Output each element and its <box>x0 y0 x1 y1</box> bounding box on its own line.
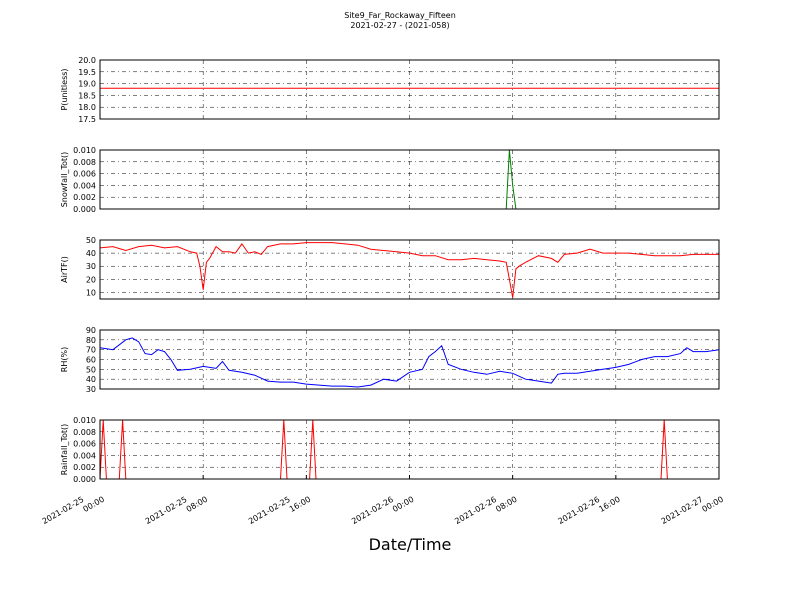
y-tick-label: 0.008 <box>73 158 96 167</box>
x-tick-label: 2021-02-2600:00 <box>350 486 415 535</box>
x-tick-label: 2021-02-2500:00 <box>41 486 106 535</box>
x-tick-label: 2021-02-2516:00 <box>247 486 312 535</box>
x-axis-label: Date/Time <box>369 535 452 554</box>
y-tick-label: 0.002 <box>73 463 96 472</box>
x-tick-label: 2021-02-2508:00 <box>144 486 209 535</box>
y-tick-label: 50 <box>86 236 96 245</box>
y-tick-label: 18.5 <box>78 91 96 100</box>
y-tick-label: 0.000 <box>73 475 96 484</box>
y-axis-label: RH(%) <box>60 347 69 372</box>
y-tick-label: 10 <box>86 288 96 297</box>
y-tick-label: 0.002 <box>73 193 96 202</box>
plot-frame <box>99 329 720 390</box>
y-tick-label: 40 <box>86 249 96 258</box>
y-tick-label: 17.5 <box>78 115 96 124</box>
plot-frame <box>99 59 720 120</box>
y-axis-label: AirTF() <box>60 256 69 283</box>
y-tick-label: 50 <box>86 365 96 374</box>
y-tick-label: 0.000 <box>73 205 96 214</box>
y-tick-label: 0.006 <box>73 170 96 179</box>
y-tick-label: 60 <box>86 356 96 365</box>
plot-frame <box>99 149 720 210</box>
y-tick-label: 90 <box>86 326 96 335</box>
y-tick-label: 30 <box>86 385 96 394</box>
y-tick-label: 19.5 <box>78 68 96 77</box>
y-tick-label: 0.010 <box>73 416 96 425</box>
y-tick-label: 0.006 <box>73 440 96 449</box>
chart-title: Site9_Far_Rockaway_Fifteen <box>344 11 456 20</box>
y-tick-label: 40 <box>86 375 96 384</box>
y-axis-label: P(unitless) <box>60 68 69 110</box>
y-tick-label: 19.0 <box>78 80 96 89</box>
data-line <box>99 337 720 388</box>
y-axis-label: Snowfall_Tot() <box>60 152 69 208</box>
y-tick-label: 20.0 <box>78 56 96 65</box>
y-tick-label: 0.010 <box>73 146 96 155</box>
y-axis-label: Rainfall_Tot() <box>60 424 69 476</box>
x-tick-label: 2021-02-2700:00 <box>660 486 725 535</box>
y-tick-label: 0.008 <box>73 428 96 437</box>
y-tick-label: 0.004 <box>73 451 96 460</box>
y-tick-label: 80 <box>86 336 96 345</box>
x-tick-label: 2021-02-2608:00 <box>453 486 518 535</box>
y-tick-label: 0.004 <box>73 181 96 190</box>
y-tick-label: 20 <box>86 275 96 284</box>
x-tick-label: 2021-02-2616:00 <box>556 486 621 535</box>
chart-subtitle: 2021-02-27 - (2021-058) <box>350 21 449 30</box>
y-tick-label: 30 <box>86 262 96 271</box>
plot-frame <box>99 239 720 300</box>
data-line <box>99 242 719 298</box>
y-tick-label: 18.0 <box>78 103 96 112</box>
y-tick-label: 70 <box>86 346 96 355</box>
